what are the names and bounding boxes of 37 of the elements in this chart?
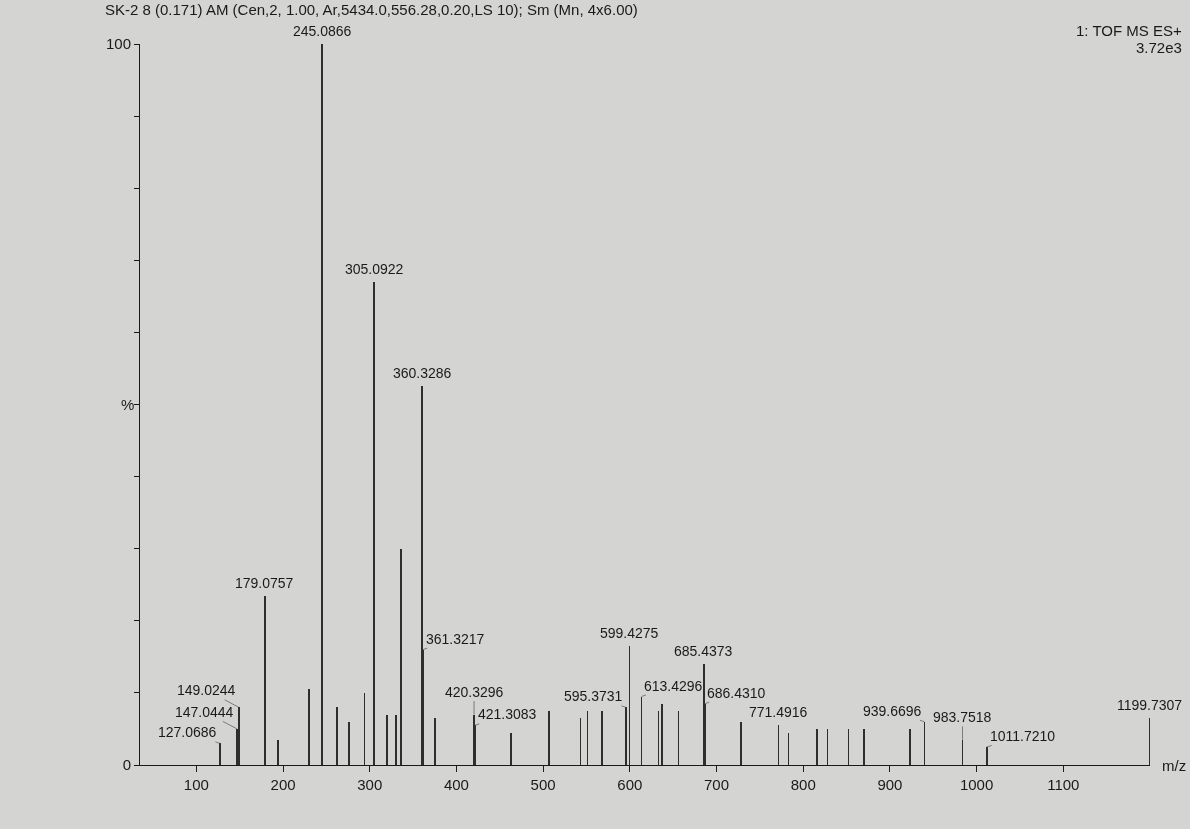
x-tick-label: 400 (443, 776, 469, 793)
annotation: 983.7518 (933, 709, 992, 725)
annotation: 360.3286 (393, 365, 452, 381)
annotation: 686.4310 (707, 685, 766, 701)
annotation: 1011.7210 (990, 728, 1056, 744)
y-axis-title: % (121, 396, 135, 413)
annotation: 245.0866 (293, 23, 352, 39)
annotation: 361.3217 (426, 631, 485, 647)
annotation: 421.3083 (478, 706, 537, 722)
annotation: 147.0444 (175, 704, 234, 720)
y-tick-label: 0 (122, 756, 131, 774)
annotation: 1199.7307 (1117, 697, 1183, 713)
annotation: 771.4916 (749, 704, 808, 720)
x-tick-label: 500 (530, 776, 556, 793)
x-tick-label: 1100 (1047, 776, 1080, 793)
x-tick-label: 200 (270, 776, 296, 793)
annotation: 305.0922 (345, 261, 404, 277)
annotation: 939.6696 (863, 703, 922, 719)
x-axis-title: m/z (1162, 757, 1187, 774)
annotation: 127.0686 (158, 724, 217, 740)
annotation: 420.3296 (445, 684, 504, 700)
x-tick-label: 600 (617, 776, 643, 793)
annotation: 179.0757 (235, 575, 294, 591)
annotation: 599.4275 (600, 625, 659, 641)
chart-title: SK-2 8 (0.171) AM (Cen,2, 1.00, Ar,5434.0,556.28,0.20,LS 10); Sm (Mn, 4x6.00) (105, 0, 638, 18)
x-tick-label: 100 (183, 776, 209, 793)
x-tick-label: 1000 (959, 776, 994, 793)
text: 1: TOF MS ES+ (1076, 22, 1182, 39)
annotation: 685.4373 (674, 643, 733, 659)
x-tick-label: 300 (357, 776, 383, 793)
x-tick-label: 900 (877, 776, 903, 793)
annotation: 613.4296 (644, 678, 703, 694)
annotation: 149.0244 (177, 682, 236, 698)
annotation: 595.3731 (564, 688, 623, 704)
x-tick-label: 700 (704, 776, 730, 793)
annotation: 3.72e3 (1136, 39, 1182, 56)
x-tick-label: 800 (790, 776, 816, 793)
